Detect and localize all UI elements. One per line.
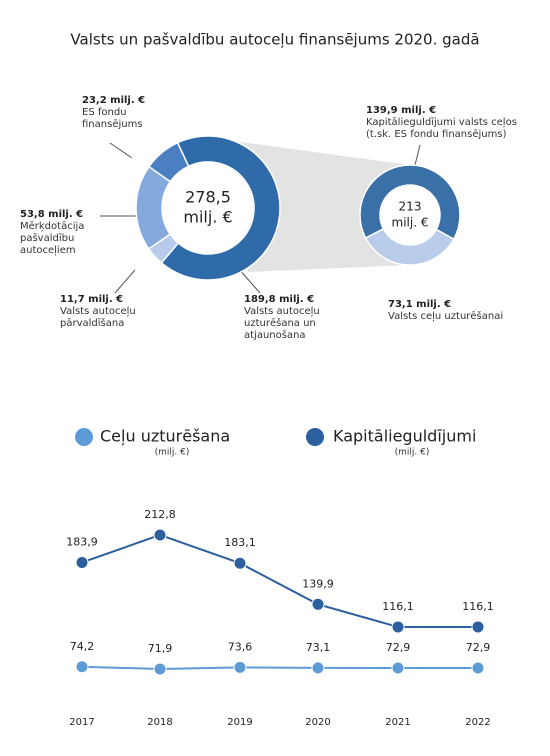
data-point [311, 597, 325, 611]
legend-marker [306, 428, 324, 446]
data-point [153, 528, 167, 542]
donut-center [163, 163, 253, 253]
data-label: 72,9 [466, 641, 491, 654]
value-label: 189,8 milj. € [244, 294, 315, 305]
data-point [75, 555, 89, 569]
value-label: 23,2 milj. € [82, 95, 146, 106]
x-tick-label: 2019 [227, 717, 252, 728]
segment-label: 23,2 milj. € ES fondu finansējums [82, 95, 167, 131]
center-label: milj. € [183, 208, 232, 227]
data-point [75, 660, 89, 674]
data-label: 73,6 [228, 640, 253, 653]
legend-marker [75, 428, 93, 446]
value-label: 11,7 milj. € [60, 294, 124, 305]
center-label: 213 [399, 200, 422, 214]
x-tick-label: 2022 [465, 717, 490, 728]
legend-label: Ceļu uzturēšana [100, 427, 230, 446]
category-label: Kapitālieguldījumi valsts ceļos (t.sk. E… [366, 117, 517, 140]
data-label: 74,2 [70, 640, 95, 653]
data-label: 72,9 [386, 641, 411, 654]
donut-segment [147, 141, 190, 183]
category-label: Mērķdotācija pašvaldību autoceļiem [20, 221, 85, 256]
category-label: Valsts autoceļu pārvaldīšana [60, 306, 136, 329]
data-point [153, 662, 167, 676]
legend-unit: (milj. €) [155, 448, 190, 458]
donut-center [381, 186, 439, 244]
donut-segment [359, 164, 461, 241]
data-label: 73,1 [306, 641, 331, 654]
data-point [311, 661, 325, 675]
data-point [233, 556, 247, 570]
x-tick-label: 2017 [69, 717, 94, 728]
data-label: 183,1 [224, 536, 256, 549]
data-point [391, 620, 405, 634]
segment-label: 53,8 milj. € Mērķdotācija pašvaldību auto… [20, 209, 115, 257]
segment-label: 139,9 milj. € Kapitālieguldījumi valsts c… [366, 105, 541, 141]
x-tick-label: 2021 [385, 717, 410, 728]
data-point [471, 661, 485, 675]
legend-unit: (milj. €) [395, 448, 430, 458]
donut-segment [364, 227, 455, 266]
data-label: 116,1 [462, 600, 494, 613]
legend-label: Kapitālieguldījumi [333, 427, 476, 446]
center-label: milj. € [392, 216, 429, 230]
data-label: 212,8 [144, 508, 176, 521]
data-label: 183,9 [66, 535, 98, 548]
segment-label: 189,8 milj. € Valsts autoceļu uzturēšana … [244, 294, 344, 342]
value-label: 73,1 milj. € [388, 299, 452, 310]
value-label: 139,9 milj. € [366, 105, 437, 116]
data-point [391, 661, 405, 675]
x-tick-label: 2020 [305, 717, 330, 728]
category-label: Valsts ceļu uzturēšanai [388, 311, 504, 322]
center-label: 278,5 [185, 188, 231, 207]
segment-label: 73,1 milj. € Valsts ceļu uzturēšanai [388, 299, 538, 323]
value-label: 53,8 milj. € [20, 209, 84, 220]
series-line [81, 665, 478, 670]
data-label: 71,9 [148, 642, 173, 655]
category-label: Valsts autoceļu uzturēšana un atjaunošan… [244, 306, 320, 341]
segment-label: 11,7 milj. € Valsts autoceļu pārvaldīšana [60, 294, 160, 330]
chart-title: Valsts un pašvaldību autoceļu finansējum… [70, 31, 479, 49]
data-label: 116,1 [382, 600, 414, 613]
series-line [81, 533, 478, 628]
data-point [471, 620, 485, 634]
data-label: 139,9 [302, 577, 334, 590]
donut-segment [160, 135, 281, 281]
category-label: ES fondu finansējums [82, 107, 143, 130]
x-tick-label: 2018 [147, 717, 172, 728]
data-point [233, 660, 247, 674]
leader-lines [100, 142, 421, 294]
